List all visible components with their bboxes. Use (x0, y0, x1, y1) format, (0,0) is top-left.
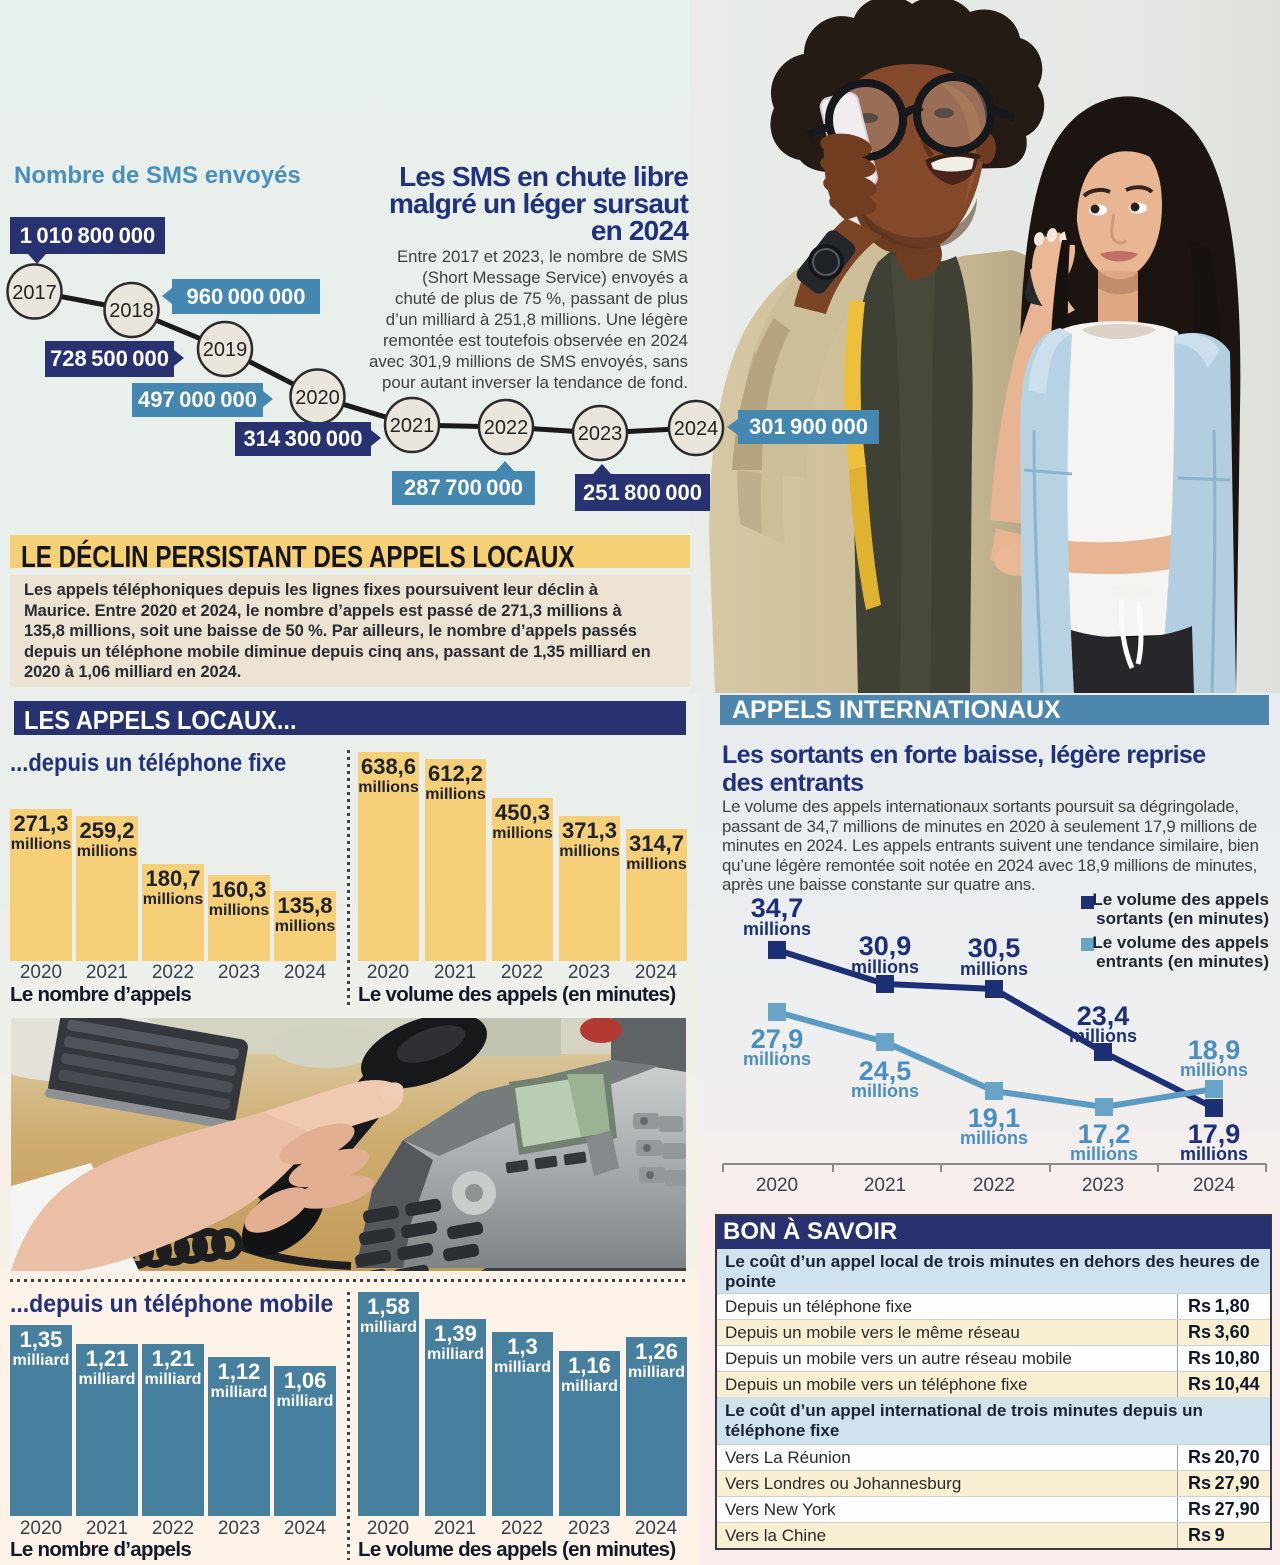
svg-text:17,9: 17,9 (1188, 1119, 1241, 1149)
svg-text:2017: 2017 (12, 282, 57, 304)
svg-text:2024: 2024 (1193, 1175, 1236, 1196)
svg-text:2024: 2024 (674, 418, 719, 440)
svg-text:millions: millions (851, 1081, 919, 1101)
svg-text:millions: millions (743, 919, 811, 939)
svg-text:millions: millions (960, 959, 1028, 979)
svg-text:30,9: 30,9 (859, 931, 912, 961)
svg-text:2020: 2020 (295, 387, 340, 409)
svg-text:23,4: 23,4 (1077, 1001, 1130, 1031)
svg-text:2023: 2023 (1082, 1175, 1124, 1196)
svg-text:millions: millions (960, 1128, 1028, 1148)
svg-text:18,9: 18,9 (1188, 1035, 1241, 1065)
svg-text:2022: 2022 (973, 1175, 1015, 1196)
svg-text:millions: millions (743, 1049, 811, 1069)
svg-text:17,2: 17,2 (1078, 1119, 1131, 1149)
svg-text:2019: 2019 (203, 339, 248, 361)
svg-text:2021: 2021 (390, 415, 435, 437)
svg-text:millions: millions (1069, 1026, 1137, 1046)
svg-text:34,7: 34,7 (751, 893, 804, 923)
svg-text:millions: millions (1180, 1060, 1248, 1080)
svg-text:24,5: 24,5 (859, 1056, 912, 1086)
svg-text:millions: millions (851, 957, 919, 977)
svg-text:27,9: 27,9 (751, 1024, 804, 1054)
svg-text:2020: 2020 (756, 1175, 798, 1196)
svg-text:millions: millions (1070, 1144, 1138, 1164)
svg-text:19,1: 19,1 (968, 1103, 1021, 1133)
svg-text:2022: 2022 (484, 417, 529, 439)
svg-text:30,5: 30,5 (968, 933, 1021, 963)
svg-text:2021: 2021 (864, 1175, 906, 1196)
svg-text:2018: 2018 (109, 300, 154, 322)
svg-text:2023: 2023 (578, 423, 623, 445)
svg-text:millions: millions (1180, 1144, 1248, 1164)
